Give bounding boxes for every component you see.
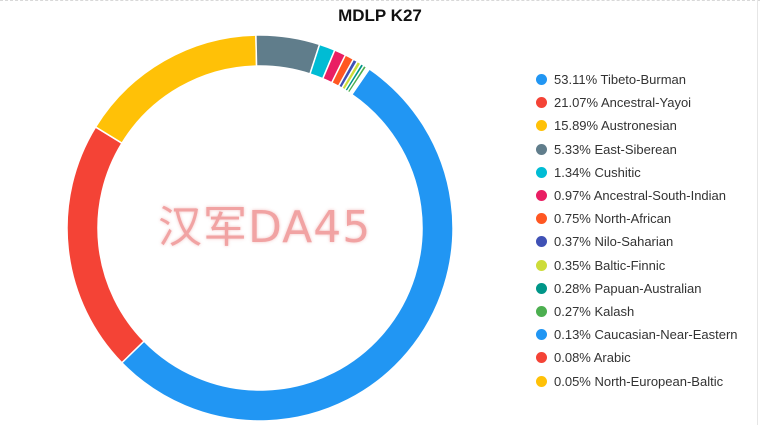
legend-label: 0.13% Caucasian-Near-Eastern (554, 327, 738, 343)
donut-slice[interactable] (120, 67, 454, 422)
legend-label: 15.89% Austronesian (554, 118, 677, 134)
legend-item[interactable]: 0.37% Nilo-Saharian (536, 230, 758, 253)
legend-item[interactable]: 0.08% Arabic (536, 346, 758, 369)
legend-item[interactable]: 5.33% East-Siberean (536, 138, 758, 161)
legend-marker (536, 259, 547, 271)
legend-label: 0.28% Papuan-Australian (554, 280, 702, 296)
donut-slice[interactable] (94, 34, 258, 145)
legend-marker (536, 375, 547, 387)
legend-marker (536, 305, 547, 317)
legend-label: 53.11% Tibeto-Burman (554, 72, 686, 88)
legend-item[interactable]: 21.07% Ancestral-Yayoi (536, 91, 758, 114)
legend-marker (536, 213, 547, 225)
legend-label: 0.08% Arabic (554, 350, 631, 366)
legend-label: 0.37% Nilo-Saharian (554, 234, 674, 250)
legend-label: 1.34% Cushitic (554, 164, 641, 180)
top-divider (0, 0, 760, 1)
legend-item[interactable]: 1.34% Cushitic (536, 161, 758, 184)
legend-item[interactable]: 0.35% Baltic-Finnic (536, 254, 758, 277)
legend-item[interactable]: 53.11% Tibeto-Burman (536, 68, 758, 91)
legend-item[interactable]: 0.97% Ancestral-South-Indian (536, 184, 758, 207)
donut-slice[interactable] (66, 125, 146, 364)
legend-marker (536, 329, 547, 341)
legend-item[interactable]: 15.89% Austronesian (536, 114, 758, 137)
chart-legend: 53.11% Tibeto-Burman 21.07% Ancestral-Yay… (536, 68, 758, 393)
legend-marker (536, 97, 547, 109)
legend-label: 0.05% North-European-Baltic (554, 373, 724, 389)
legend-marker (536, 352, 547, 364)
legend-marker (536, 236, 547, 248)
legend-item[interactable]: 0.05% North-European-Baltic (536, 369, 758, 392)
legend-item[interactable]: 0.28% Papuan-Australian (536, 277, 758, 300)
legend-marker (536, 120, 547, 132)
legend-item[interactable]: 0.27% Kalash (536, 300, 758, 323)
watermark-text: 汉军DA45 (158, 202, 372, 253)
legend-marker (536, 143, 547, 155)
legend-label: 21.07% Ancestral-Yayoi (554, 95, 692, 111)
legend-item[interactable]: 0.13% Caucasian-Near-Eastern (536, 323, 758, 346)
right-divider (757, 0, 758, 425)
legend-item[interactable]: 0.75% North-African (536, 207, 758, 230)
legend-label: 0.27% Kalash (554, 303, 635, 319)
donut-slice[interactable] (255, 34, 321, 75)
donut-slice[interactable] (350, 67, 371, 96)
legend-label: 0.35% Baltic-Finnic (554, 257, 666, 273)
legend-label: 0.97% Ancestral-South-Indian (554, 188, 726, 204)
legend-marker (536, 166, 547, 178)
legend-label: 0.75% North-African (554, 211, 672, 227)
chart-title: MDLP K27 (338, 6, 422, 25)
legend-marker (536, 74, 547, 86)
legend-marker (536, 282, 547, 294)
legend-marker (536, 190, 547, 202)
legend-label: 5.33% East-Siberean (554, 141, 677, 157)
